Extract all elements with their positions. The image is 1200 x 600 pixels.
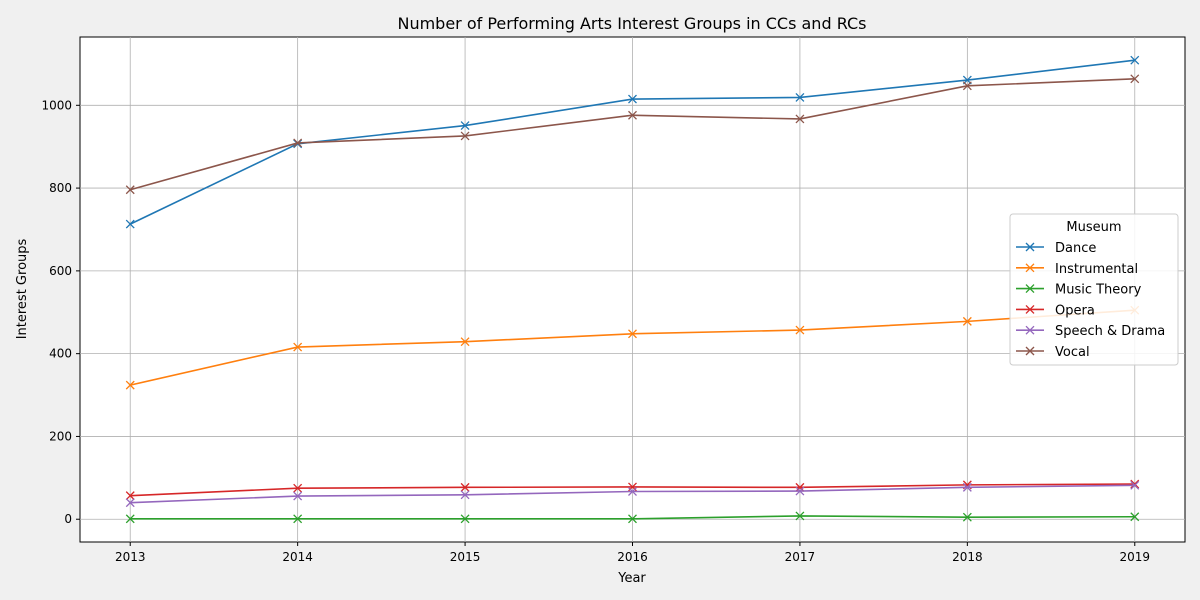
legend-title: Museum — [1066, 220, 1121, 235]
legend-marker-music-theory — [1025, 284, 1035, 294]
x-axis-label: Year — [617, 571, 646, 586]
data-point-speech-drama — [125, 498, 135, 508]
data-point-speech-drama — [628, 487, 637, 496]
data-point-instrumental — [460, 337, 470, 347]
series-group — [125, 55, 1140, 524]
y-tick-label: 400 — [49, 347, 72, 361]
legend-marker-opera — [1025, 304, 1035, 314]
x-tick-label: 2015 — [450, 550, 481, 564]
x-axis-ticks: 2013 2014 2015 2016 2017 2018 2019 — [115, 542, 1150, 564]
data-point-music-theory — [962, 512, 972, 522]
data-point-vocal — [293, 138, 303, 148]
data-point-opera — [1130, 479, 1140, 489]
data-point-dance — [125, 219, 135, 229]
x-tick-label: 2014 — [282, 550, 313, 564]
data-point-opera — [293, 483, 303, 493]
data-point-speech-drama — [795, 486, 805, 496]
data-point-vocal — [1130, 74, 1140, 84]
data-point-music-theory — [795, 511, 805, 521]
series-vocal — [125, 74, 1140, 195]
data-point-speech-drama — [1130, 480, 1140, 490]
legend: Museum Dance Instrumental Music Theory Oper… — [1009, 213, 1179, 366]
legend-label-instrumental: Instrumental — [1055, 262, 1138, 277]
y-tick-label: 800 — [49, 181, 72, 195]
data-point-speech-drama — [293, 491, 303, 501]
y-axis-ticks: 0 200 400 600 800 1000 — [41, 98, 80, 526]
data-point-music-theory — [1130, 512, 1140, 522]
data-point-speech-drama — [962, 482, 972, 492]
data-point-opera — [795, 482, 805, 492]
series-music-theory — [125, 511, 1140, 524]
data-point-vocal — [460, 131, 470, 141]
data-point-opera — [125, 491, 135, 501]
legend-label-vocal: Vocal — [1055, 345, 1090, 360]
series-opera — [125, 479, 1140, 501]
data-point-instrumental — [795, 325, 805, 335]
series-speech-drama — [125, 480, 1140, 508]
legend-marker-vocal — [1025, 346, 1035, 356]
data-point-music-theory — [628, 514, 637, 524]
legend-label-dance: Dance — [1055, 241, 1096, 256]
legend-marker-dance — [1025, 242, 1035, 252]
data-point-speech-drama — [460, 490, 470, 500]
x-tick-label: 2016 — [617, 550, 648, 564]
data-point-vocal — [962, 81, 972, 91]
chart-title: Number of Performing Arts Interest Group… — [397, 14, 866, 33]
y-tick-label: 600 — [49, 264, 72, 278]
data-point-music-theory — [125, 514, 135, 524]
legend-label-opera: Opera — [1055, 303, 1095, 318]
data-point-vocal — [795, 114, 805, 124]
legend-label-music-theory: Music Theory — [1055, 283, 1142, 298]
data-point-dance — [460, 121, 470, 131]
legend-label-speech-drama: Speech & Drama — [1055, 324, 1165, 339]
data-point-music-theory — [460, 514, 470, 524]
y-tick-label: 200 — [49, 429, 72, 443]
data-point-dance — [1130, 55, 1140, 65]
data-point-vocal — [125, 185, 135, 195]
legend-marker-instrumental — [1025, 263, 1035, 273]
x-tick-label: 2017 — [785, 550, 816, 564]
data-point-dance — [795, 92, 805, 102]
data-point-vocal — [628, 110, 637, 120]
data-point-dance — [628, 94, 637, 104]
data-point-music-theory — [293, 514, 303, 524]
x-tick-label: 2018 — [952, 550, 983, 564]
y-axis-label: Interest Groups — [15, 238, 30, 339]
y-tick-label: 1000 — [41, 98, 72, 112]
x-tick-label: 2013 — [115, 550, 146, 564]
data-point-instrumental — [125, 380, 135, 390]
legend-marker-speech-drama — [1025, 325, 1035, 335]
x-tick-label: 2019 — [1119, 550, 1150, 564]
y-tick-label: 0 — [64, 512, 72, 526]
data-point-instrumental — [628, 329, 637, 339]
data-point-instrumental — [962, 316, 972, 326]
legend-box — [1009, 213, 1179, 366]
data-point-instrumental — [293, 342, 303, 352]
data-point-opera — [460, 482, 470, 492]
